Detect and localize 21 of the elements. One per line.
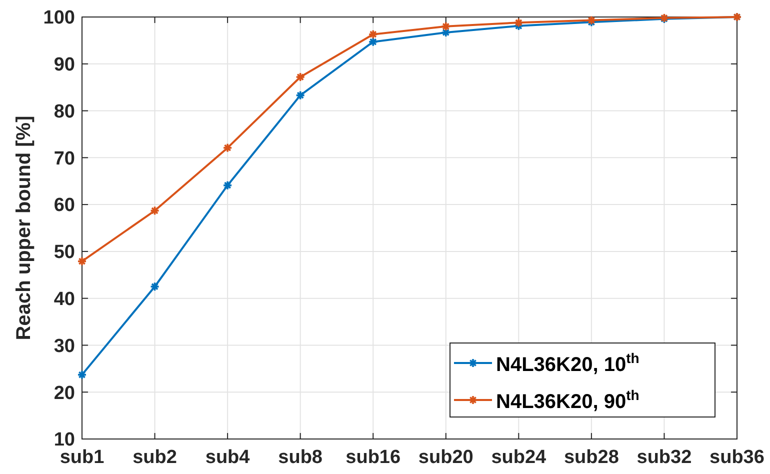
- x-tick-label: sub28: [564, 447, 619, 468]
- legend-label: N4L36K20, 90$^{th}$: [496, 387, 640, 413]
- y-tick-label: 30: [54, 336, 75, 357]
- y-tick-label: 20: [54, 382, 75, 404]
- x-tick-label: sub24: [491, 447, 547, 468]
- x-tick-label: sub20: [418, 447, 474, 468]
- x-tick-label: sub4: [205, 447, 250, 468]
- x-tick-label: sub2: [132, 447, 177, 468]
- y-tick-label: 50: [54, 242, 75, 264]
- y-tick-label: 40: [54, 288, 75, 310]
- x-tick-label: sub16: [346, 447, 401, 468]
- x-tick-label: sub36: [710, 447, 764, 468]
- y-tick-label: 90: [54, 54, 75, 76]
- y-tick-label: 70: [54, 148, 75, 170]
- x-tick-label: sub32: [636, 447, 692, 468]
- y-tick-label: 80: [54, 101, 75, 122]
- y-tick-label: 100: [43, 8, 75, 29]
- x-tick-label: sub8: [278, 447, 323, 468]
- legend-label: N4L36K20, 10$^{th}$: [496, 350, 640, 376]
- y-axis-title: Reach upper bound [%]: [13, 116, 35, 340]
- y-tick-label: 60: [54, 195, 75, 216]
